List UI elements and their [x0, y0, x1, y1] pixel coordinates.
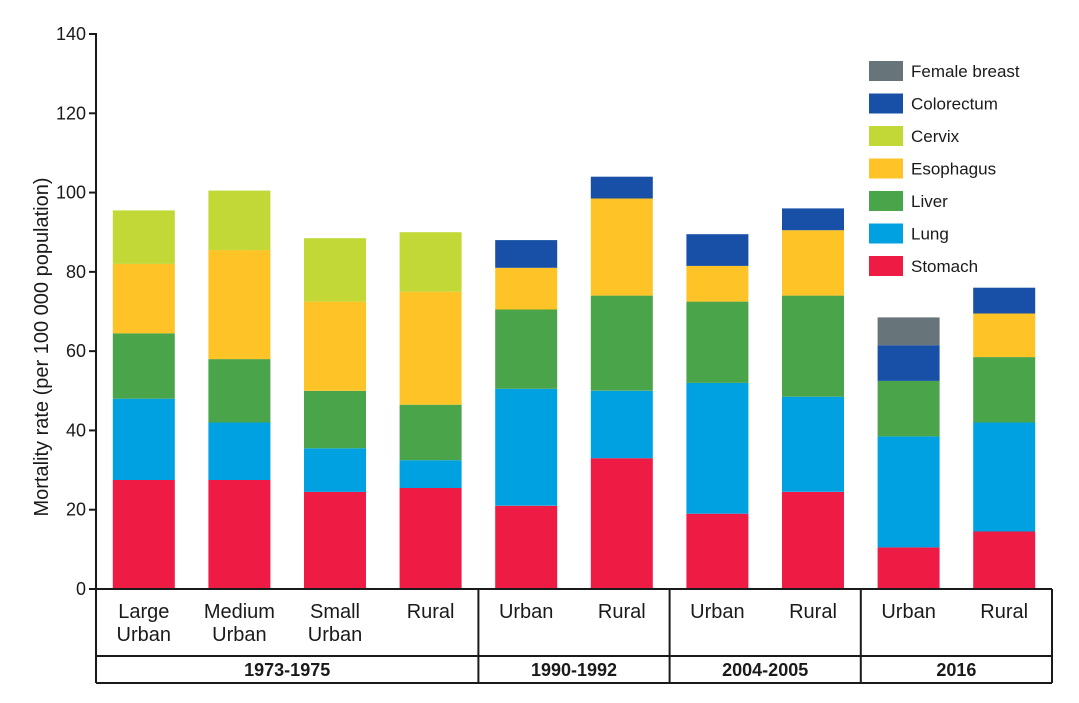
bar-segment-esophagus — [304, 301, 366, 391]
legend-label: Cervix — [911, 127, 960, 146]
bar-segment-cervix — [112, 210, 175, 264]
bar-segment-esophagus — [112, 263, 175, 334]
bar-segment-esophagus — [399, 291, 462, 405]
bar-segment-lung — [112, 398, 175, 480]
legend-swatch — [869, 126, 903, 146]
legend-label: Lung — [911, 225, 949, 244]
bar-segment-liver — [782, 295, 844, 397]
x-category-label: Large — [118, 601, 169, 623]
bar-segment-stomach — [590, 458, 653, 589]
x-category-label: Rural — [980, 601, 1028, 623]
x-category-label: Rural — [407, 601, 455, 623]
x-category-label: Rural — [789, 601, 837, 623]
bars-layer — [112, 176, 1036, 590]
y-tick-label: 120 — [56, 103, 86, 123]
bar-segment-lung — [208, 422, 271, 480]
legend-swatch — [869, 256, 903, 276]
x-category-label: Urban — [212, 624, 266, 646]
y-tick-label: 40 — [66, 420, 86, 440]
bar-segment-liver — [399, 404, 462, 461]
legend-swatch — [869, 158, 903, 179]
bar-segment-stomach — [877, 547, 940, 589]
period-label: 1973-1975 — [244, 660, 330, 680]
bar-segment-lung — [495, 388, 558, 506]
bar-segment-lung — [686, 382, 749, 514]
legend-label: Liver — [911, 192, 948, 211]
bar-segment-liver — [112, 333, 175, 399]
bar-segment-liver — [877, 380, 940, 437]
legend-label: Stomach — [911, 257, 978, 276]
y-tick-label: 100 — [56, 183, 86, 203]
x-category-label: Small — [310, 601, 360, 623]
x-category-label: Urban — [881, 601, 935, 623]
legend: Female breast Colorectum Cervix Esophagus Li… — [869, 61, 1020, 276]
legend-swatch — [869, 223, 903, 244]
bar-segment-stomach — [304, 491, 366, 589]
period-label: 1990-1992 — [531, 660, 617, 680]
bar-segment-lung — [399, 460, 462, 488]
bar-segment-lung — [304, 448, 366, 492]
legend-label: Esophagus — [911, 160, 996, 179]
y-tick-label: 60 — [66, 341, 86, 361]
bar-segment-liver — [973, 357, 1036, 423]
bar-segment-esophagus — [208, 250, 271, 360]
y-axis-title: Mortality rate (per 100 000 population) — [31, 177, 53, 516]
y-axis: 0 20 40 60 80 100 120 140 — [56, 24, 97, 599]
bar-segment-lung — [590, 390, 653, 459]
bar-segment-cervix — [399, 232, 462, 292]
bar-segment-lung — [782, 396, 844, 492]
bar-segment-cervix — [304, 238, 366, 302]
bar-segment-colorectum — [782, 208, 844, 231]
x-category-label: Urban — [499, 601, 553, 623]
bar-segment-esophagus — [686, 265, 749, 302]
bar-segment-colorectum — [495, 240, 558, 268]
bar-segment-liver — [208, 359, 271, 423]
x-category-label: Rural — [598, 601, 646, 623]
bar-segment-colorectum — [686, 234, 749, 266]
bar-segment-stomach — [112, 480, 175, 589]
x-category-label: Urban — [690, 601, 744, 623]
bar-segment-colorectum — [877, 345, 940, 381]
bar-segment-liver — [590, 295, 653, 391]
x-category-label: Medium — [204, 601, 275, 623]
bar-segment-liver — [686, 301, 749, 383]
legend-label: Female breast — [911, 62, 1020, 81]
bar-segment-esophagus — [590, 198, 653, 296]
period-label: 2016 — [936, 660, 976, 680]
legend-swatch — [869, 191, 903, 211]
legend-swatch — [869, 93, 903, 114]
y-tick-label: 140 — [56, 24, 86, 44]
bar-segment-stomach — [495, 505, 558, 590]
bar-segment-liver — [495, 309, 558, 389]
bar-segment-lung — [973, 422, 1036, 532]
legend-label: Colorectum — [911, 95, 998, 114]
bar-segment-esophagus — [973, 313, 1036, 358]
bar-segment-cervix — [208, 190, 271, 251]
bar-segment-esophagus — [495, 267, 558, 310]
legend-swatch — [869, 61, 903, 81]
bar-segment-female-breast — [877, 317, 940, 346]
bar-segment-esophagus — [782, 230, 844, 296]
x-category-label: Urban — [117, 624, 171, 646]
bar-segment-lung — [877, 436, 940, 548]
bar-segment-stomach — [782, 491, 844, 589]
period-label: 2004-2005 — [722, 660, 808, 680]
y-tick-label: 80 — [66, 262, 86, 282]
bar-segment-stomach — [208, 480, 271, 589]
bar-segment-liver — [304, 390, 366, 449]
bar-segment-stomach — [686, 513, 749, 589]
bar-segment-stomach — [973, 531, 1036, 589]
bar-segment-stomach — [399, 487, 462, 589]
y-tick-label: 0 — [76, 579, 86, 599]
bar-segment-colorectum — [973, 287, 1036, 314]
bar-segment-colorectum — [590, 176, 653, 199]
x-category-label: Urban — [308, 624, 362, 646]
y-tick-label: 20 — [66, 500, 86, 520]
